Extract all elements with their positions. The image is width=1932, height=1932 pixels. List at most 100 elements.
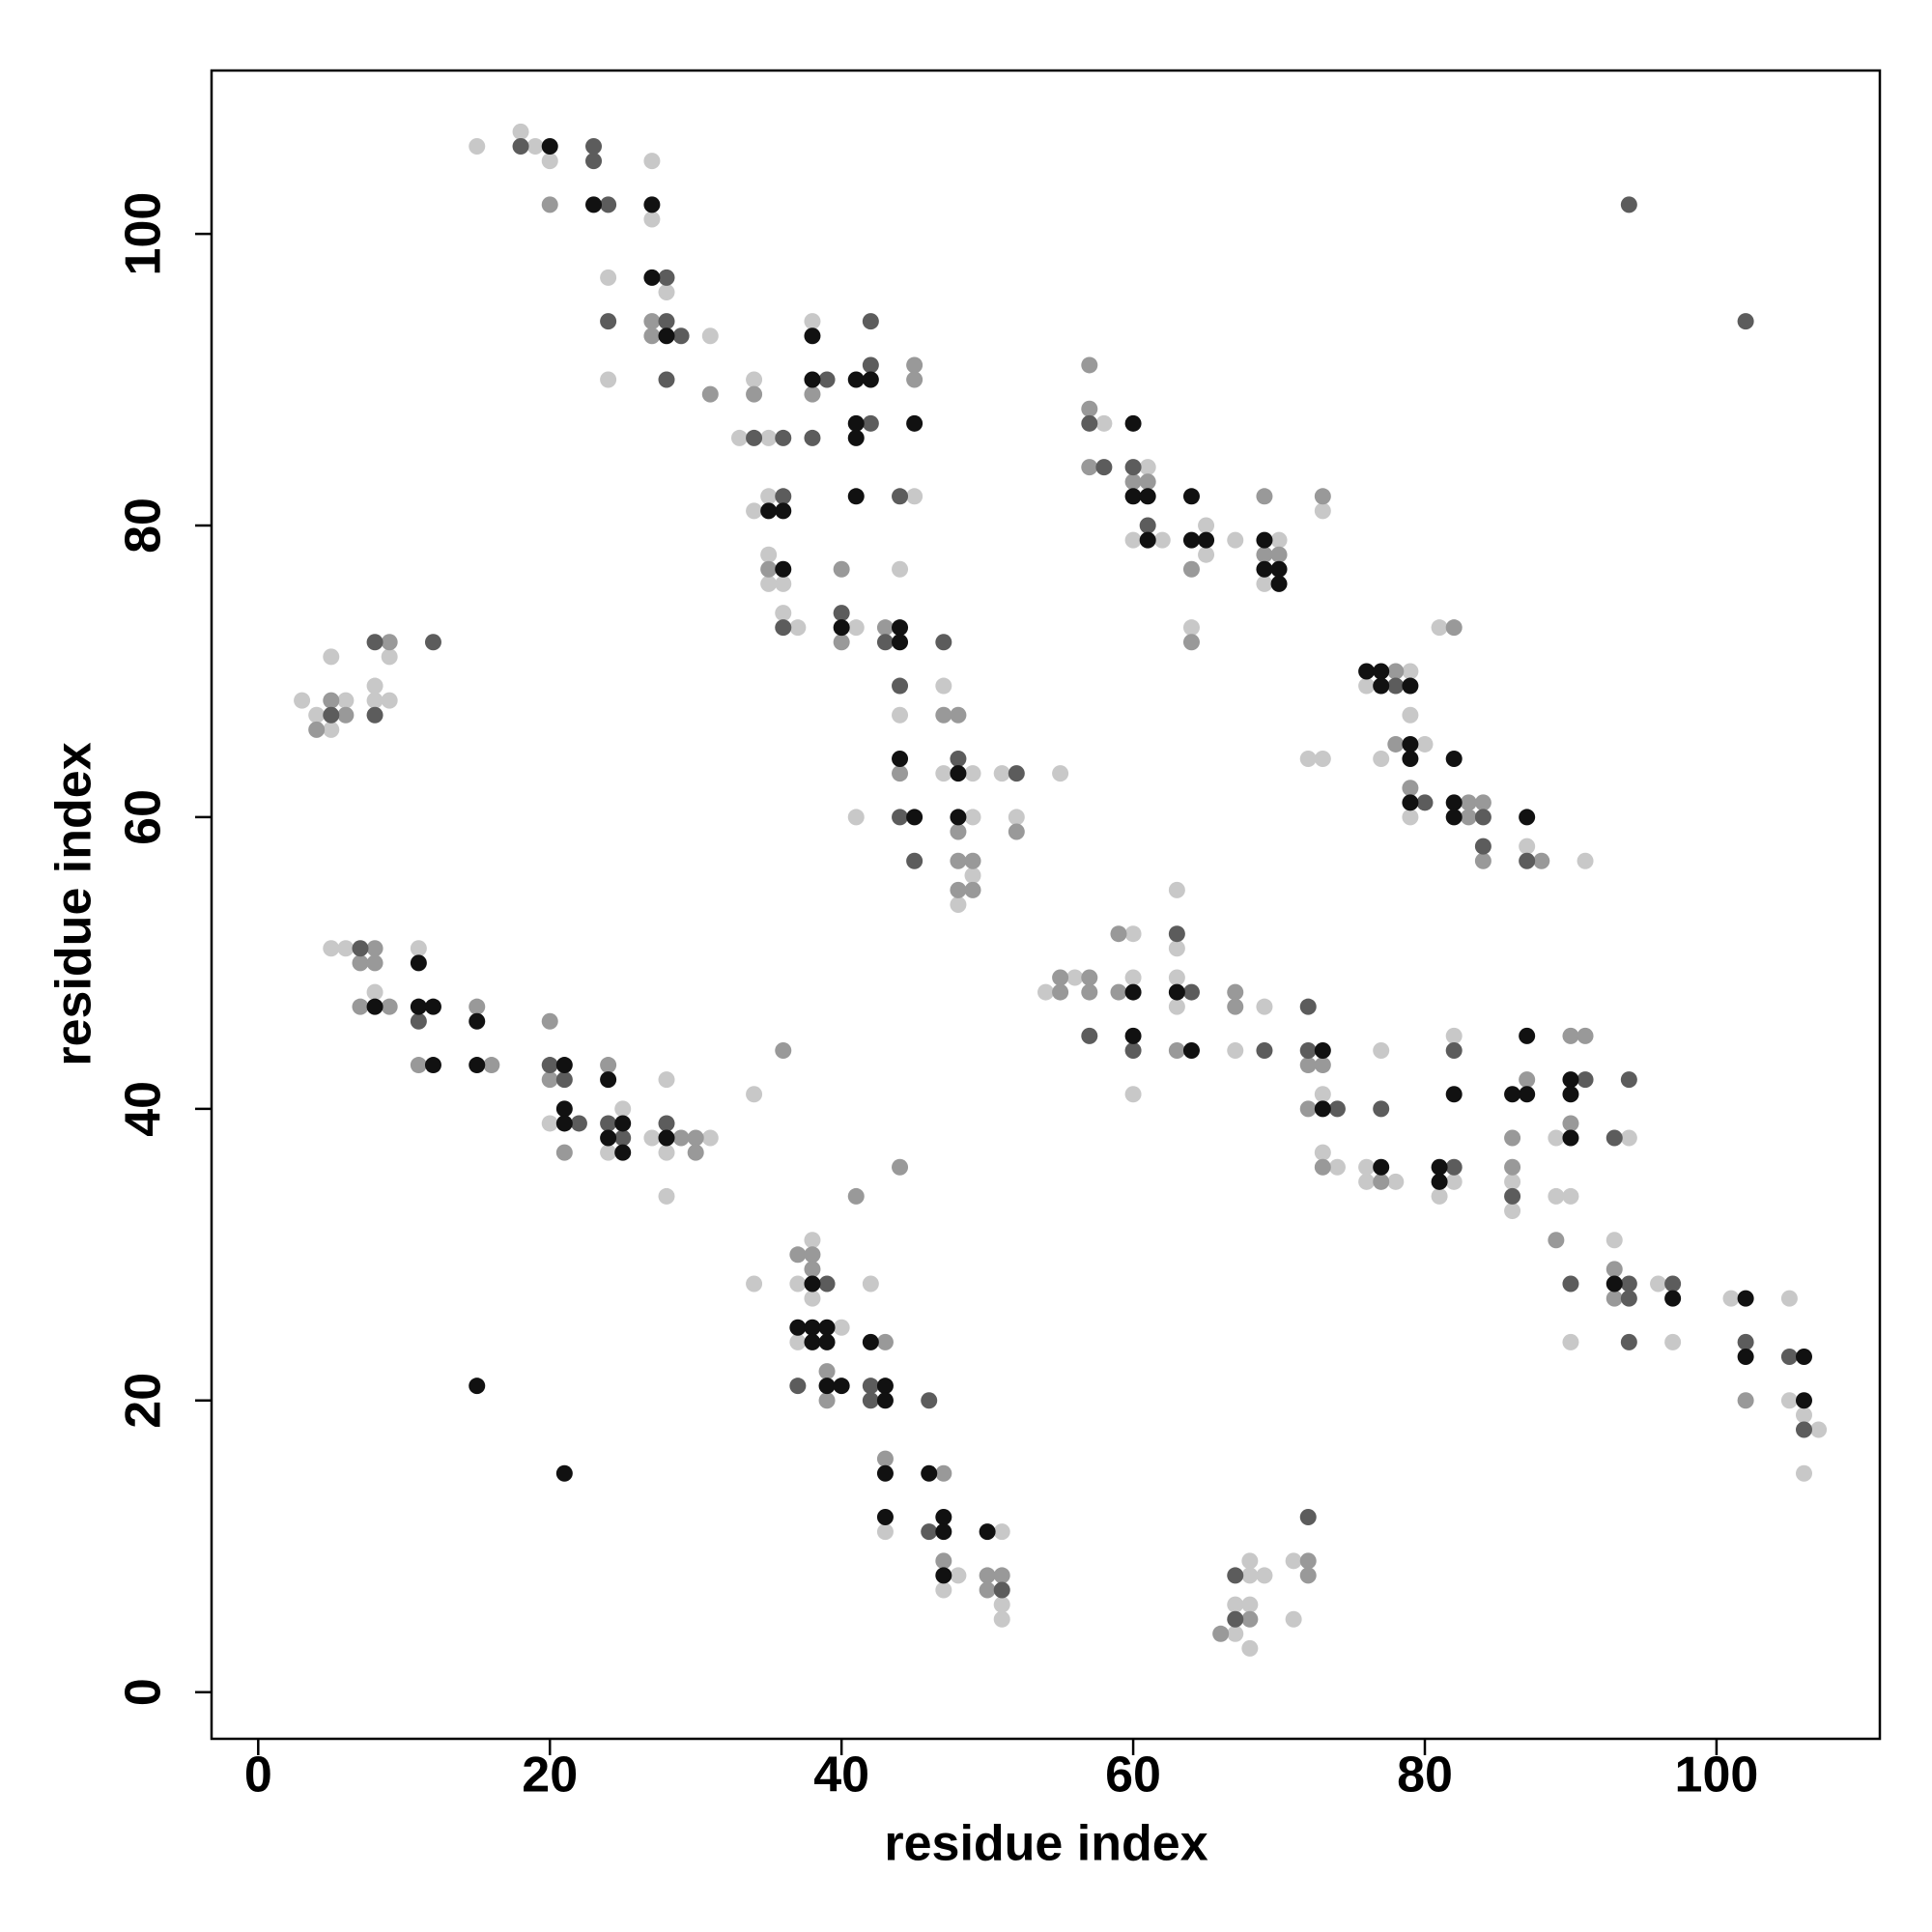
point [1256,488,1273,505]
point [906,852,923,869]
point [862,1378,879,1395]
point [1737,1290,1754,1307]
point [1664,1333,1682,1350]
point [1504,1203,1521,1220]
point [1445,1158,1463,1176]
point [1373,751,1390,768]
point [892,765,909,782]
point [1124,414,1142,432]
point [1504,1086,1521,1103]
point [804,1232,821,1249]
point [1445,1027,1463,1044]
point [789,1319,807,1336]
point [1299,1552,1317,1570]
point [1314,502,1331,520]
point [1285,1552,1302,1570]
point [1358,677,1376,695]
point [1198,517,1215,534]
point [730,429,748,446]
point [1256,531,1273,549]
point [935,677,952,695]
point [876,1450,894,1467]
point [1256,998,1273,1015]
point [614,1144,632,1161]
point [323,692,340,709]
point [1620,196,1637,213]
point [1605,1129,1623,1147]
point [1168,1041,1185,1059]
point [1810,1421,1828,1438]
point [1241,1567,1259,1584]
point [804,1290,821,1307]
point [658,1144,675,1161]
point [469,138,486,155]
point [892,619,909,637]
point [847,371,865,388]
point [993,1596,1010,1613]
point [1620,1333,1637,1350]
point [1139,517,1156,534]
point [1314,751,1331,768]
point [1548,1232,1565,1249]
point [366,677,384,695]
point [1212,1625,1230,1642]
point [1227,1610,1244,1628]
point [658,1187,675,1205]
point [804,385,821,403]
point [1358,663,1376,680]
point [862,1392,879,1409]
point [643,269,661,286]
point [1124,925,1142,943]
point [1314,1041,1331,1059]
point [1722,1290,1740,1307]
point [818,1363,836,1380]
point [1139,473,1156,491]
point [1533,852,1550,869]
point [775,605,792,622]
y-tick-label: 60 [116,789,172,845]
point [818,371,836,388]
point [1605,1261,1623,1278]
point [1562,1086,1579,1103]
point [1780,1290,1798,1307]
point [935,765,952,782]
point [1737,1348,1754,1365]
point [541,153,558,170]
point [964,867,981,884]
point [935,1464,952,1482]
point [1445,751,1463,768]
point [1314,1086,1331,1103]
point [1182,983,1200,1001]
point [1780,1348,1798,1365]
point [862,1275,879,1293]
point [600,313,617,330]
point [1314,1100,1331,1118]
point [892,1158,909,1176]
point [1314,488,1331,505]
point [1562,1187,1579,1205]
point [862,313,879,330]
point [964,765,981,782]
point [892,751,909,768]
point [993,1567,1010,1584]
point [1256,1041,1273,1059]
point [366,998,384,1015]
point [789,1378,807,1395]
point [1095,459,1113,476]
point [1358,1158,1376,1176]
point [410,998,427,1015]
point [672,1129,690,1147]
point [483,1057,500,1074]
point [1548,1187,1565,1205]
point [818,1333,836,1350]
point [1037,983,1054,1001]
point [701,1129,719,1147]
point [818,1378,836,1395]
point [643,1129,661,1147]
point [804,1246,821,1264]
point [1416,794,1434,811]
point [1431,1158,1448,1176]
point [833,634,850,651]
point [658,1115,675,1132]
point [775,575,792,592]
